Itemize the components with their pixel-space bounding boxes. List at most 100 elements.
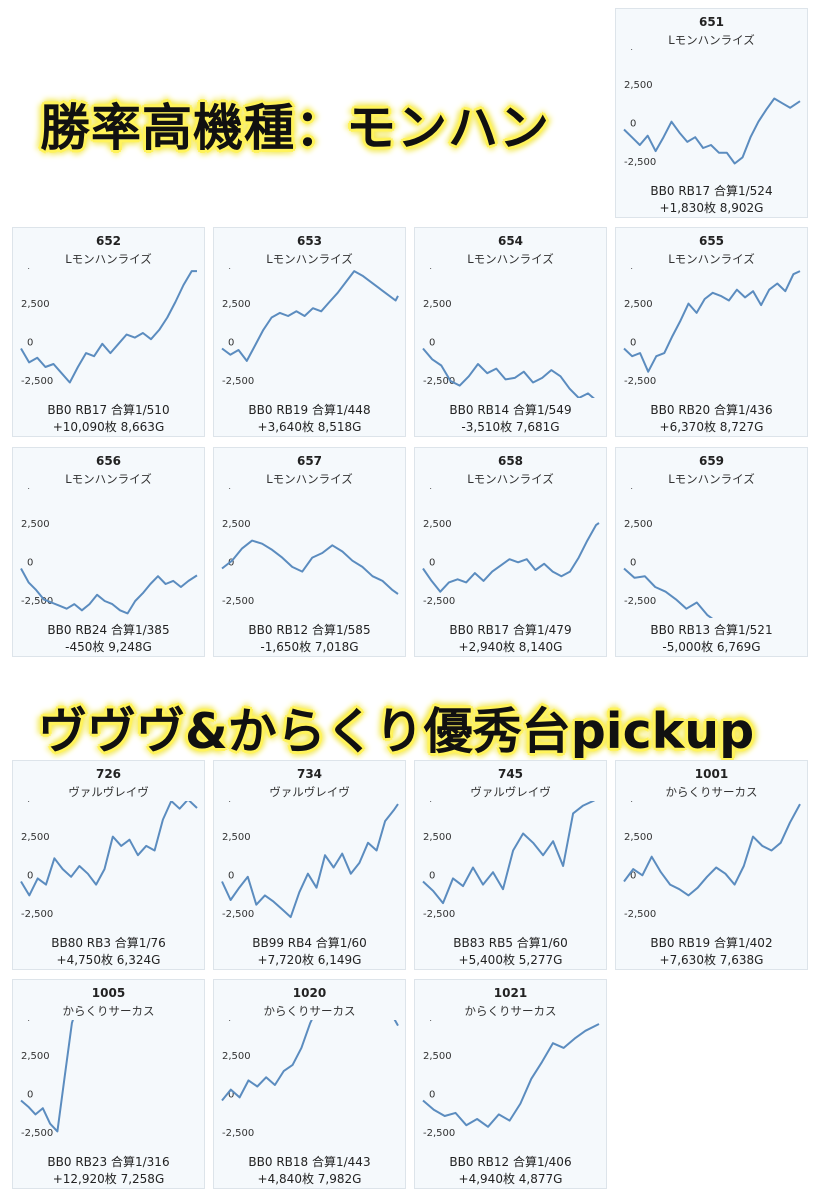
y-tick-label: 5,000 <box>624 268 653 271</box>
y-tick-label: -2,500 <box>423 596 455 607</box>
machine-name: Lモンハンライズ <box>668 33 755 47</box>
chart-card-655: 655 Lモンハンライズ 5,000 2,500 0 -2,500 BB0 RB20 合算1… <box>615 227 808 437</box>
series-line <box>623 270 801 373</box>
y-tick-label: 5,000 <box>222 268 251 271</box>
chart-card-657: 657 Lモンハンライズ 5,000 2,500 0 -2,500 BB0 RB12 合算1… <box>213 447 406 657</box>
bonus-stats: BB0 RB17 合算1/510 <box>47 403 170 417</box>
series-line <box>221 803 399 919</box>
bonus-stats: BB80 RB3 合算1/76 <box>51 936 166 950</box>
chart-card-726: 726 ヴァルヴレイヴ 5,000 2,500 0 -2,500 BB80 RB3 合算1/… <box>12 760 205 970</box>
y-tick-label: -2,500 <box>222 1128 254 1139</box>
machine-name: Lモンハンライズ <box>668 472 755 486</box>
result-stats: +6,370枚 8,727G <box>659 420 764 434</box>
result-stats: +7,630枚 7,638G <box>659 953 764 967</box>
result-stats: +1,830枚 8,902G <box>659 201 764 215</box>
series-line <box>623 567 714 618</box>
y-tick-label: 0 <box>630 118 636 129</box>
y-tick-label: 2,500 <box>624 80 653 91</box>
y-tick-label: 2,500 <box>423 519 452 530</box>
series-line <box>623 97 801 165</box>
chart-card-734: 734 ヴァルヴレイヴ 5,000 2,500 0 -2,500 BB99 RB4 合算1/… <box>213 760 406 970</box>
y-tick-label: -2,500 <box>423 1128 455 1139</box>
chart-card-654: 654 Lモンハンライズ 5,000 2,500 0 -2,500 BB0 RB14 合算1… <box>414 227 607 437</box>
result-stats: +2,940枚 8,140G <box>458 640 563 654</box>
y-tick-label: 2,500 <box>222 1051 251 1062</box>
y-tick-label: 5,000 <box>21 268 50 271</box>
y-tick-label: 2,500 <box>222 299 251 310</box>
result-stats: +3,640枚 8,518G <box>257 420 362 434</box>
y-tick-label: 5,000 <box>624 801 653 804</box>
y-tick-label: 0 <box>630 337 636 348</box>
machine-name: Lモンハンライズ <box>467 472 554 486</box>
bonus-stats: BB0 RB18 合算1/443 <box>248 1155 371 1169</box>
y-tick-label: 2,500 <box>21 1051 50 1062</box>
result-stats: +4,750枚 6,324G <box>56 953 161 967</box>
bonus-stats: BB0 RB20 合算1/436 <box>650 403 773 417</box>
y-tick-label: 2,500 <box>21 299 50 310</box>
y-tick-label: 2,500 <box>624 519 653 530</box>
chart-plot: 5,000 2,500 0 -2,500 <box>20 1020 74 1139</box>
chart-card-653: 653 Lモンハンライズ 5,000 2,500 0 -2,500 BB0 RB19 合算1… <box>213 227 406 437</box>
result-stats: +7,720枚 6,149G <box>257 953 362 967</box>
chart-plot: 5,000 2,500 0 -2,500 <box>623 488 714 618</box>
series-line <box>221 1020 399 1102</box>
bonus-stats: BB0 RB14 合算1/549 <box>449 403 572 417</box>
bonus-stats: BB0 RB17 合算1/524 <box>650 184 773 198</box>
machine-name: からくりサーカス <box>665 785 758 799</box>
machine-name: Lモンハンライズ <box>266 472 353 486</box>
machine-name: からくりサーカス <box>464 1004 557 1018</box>
machine-name: ヴァルヴレイヴ <box>470 785 551 799</box>
bonus-stats: BB83 RB5 合算1/60 <box>453 936 568 950</box>
y-tick-label: 0 <box>429 557 435 568</box>
y-tick-label: 2,500 <box>222 519 251 530</box>
chart-card-1001: 1001 からくりサーカス 5,000 2,500 0 -2,500 BB0 RB19 合算… <box>615 760 808 970</box>
y-tick-label: -2,500 <box>21 596 53 607</box>
y-tick-label: 0 <box>27 1089 33 1100</box>
machine-name: ヴァルヴレイヴ <box>269 785 350 799</box>
y-tick-label: 0 <box>27 557 33 568</box>
y-tick-label: 0 <box>228 337 234 348</box>
y-tick-label: 0 <box>630 870 636 881</box>
machine-number: 654 <box>497 234 524 248</box>
result-stats: -5,000枚 6,769G <box>662 640 761 654</box>
y-tick-label: 5,000 <box>21 1020 50 1023</box>
bonus-stats: BB0 RB19 合算1/448 <box>248 403 371 417</box>
chart-card-745: 745 ヴァルヴレイヴ 5,000 2,500 0 -2,500 BB83 RB5 合算1/… <box>414 760 607 970</box>
y-tick-label: 5,000 <box>222 1020 251 1023</box>
machine-number: 1005 <box>91 986 126 1000</box>
machine-number: 1021 <box>493 986 528 1000</box>
banner-bottom: ヴヴヴ&からくり優秀台pickup <box>38 703 755 760</box>
bonus-stats: BB0 RB17 合算1/479 <box>449 623 572 637</box>
y-tick-label: 0 <box>228 1089 234 1100</box>
series-line <box>422 801 596 905</box>
chart-plot: 5,000 2,500 0 -2,500 <box>422 1020 600 1139</box>
chart-plot: 5,000 2,500 0 -2,500 <box>221 1020 399 1139</box>
result-stats: -1,650枚 7,018G <box>260 640 359 654</box>
chart-card-1021: 1021 からくりサーカス 5,000 2,500 0 -2,500 BB0 RB12 合算… <box>414 979 607 1189</box>
y-tick-label: -2,500 <box>624 596 656 607</box>
y-tick-label: 2,500 <box>423 1051 452 1062</box>
y-tick-label: 0 <box>228 557 234 568</box>
series-line <box>422 347 595 398</box>
chart-plot: 5,000 2,500 0 -2,500 <box>221 801 399 920</box>
chart-plot: 5,000 2,500 0 -2,500 <box>221 268 399 387</box>
result-stats: -3,510枚 7,681G <box>461 420 560 434</box>
y-tick-label: 5,000 <box>624 488 653 491</box>
bonus-stats: BB0 RB13 合算1/521 <box>650 623 773 637</box>
machine-number: 1020 <box>292 986 327 1000</box>
y-tick-label: 5,000 <box>423 488 452 491</box>
result-stats: +4,840枚 7,982G <box>257 1172 362 1186</box>
chart-plot: 5,000 2,500 0 -2,500 <box>422 801 596 920</box>
chart-plot: 5,000 2,500 0 -2,500 <box>623 268 801 387</box>
chart-card-1020: 1020 からくりサーカス 5,000 2,500 0 -2,500 BB0 RB18 合算… <box>213 979 406 1189</box>
chart-plot: 5,000 2,500 0 -2,500 <box>422 488 600 607</box>
chart-plot: 5,000 2,500 0 -2,500 <box>20 268 197 387</box>
chart-card-658: 658 Lモンハンライズ 5,000 2,500 0 -2,500 BB0 RB17 合算1… <box>414 447 607 657</box>
y-tick-label: 0 <box>27 870 33 881</box>
machine-number: 655 <box>698 234 725 248</box>
machine-name: Lモンハンライズ <box>65 472 152 486</box>
y-tick-label: 5,000 <box>222 488 251 491</box>
y-tick-label: 5,000 <box>21 488 50 491</box>
y-tick-label: -2,500 <box>222 909 254 920</box>
machine-number: 656 <box>95 454 122 468</box>
